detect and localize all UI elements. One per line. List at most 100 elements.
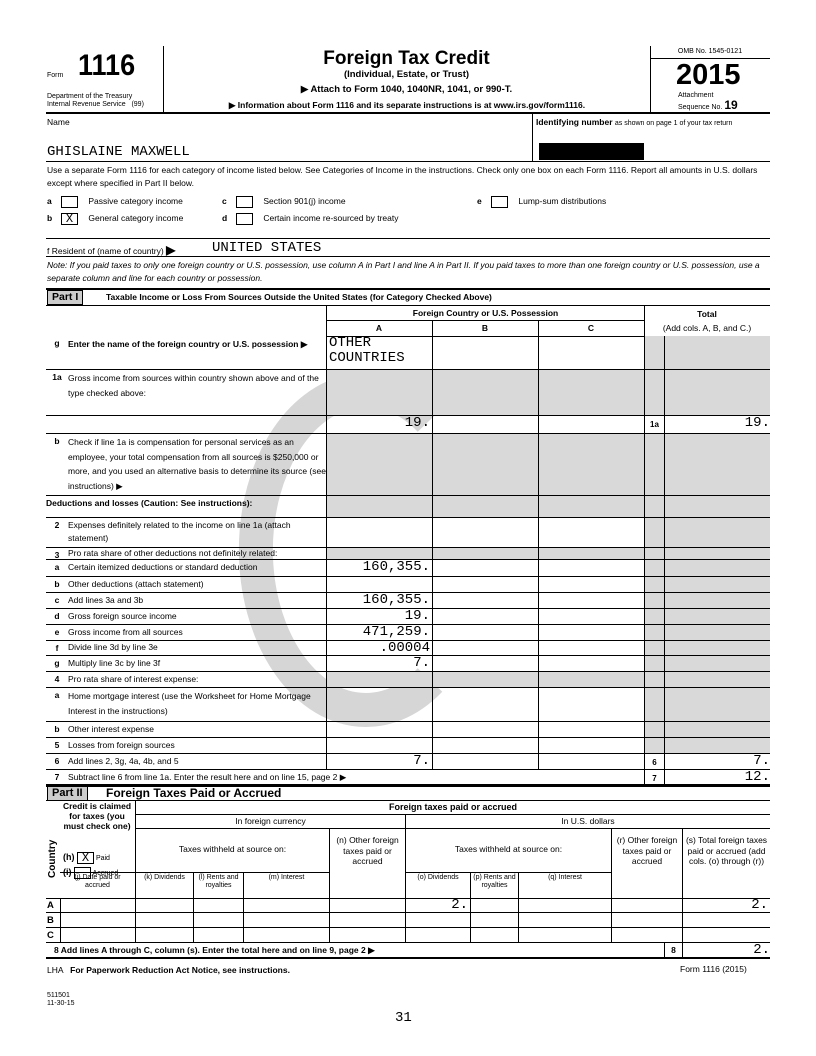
col-b-field[interactable]	[432, 688, 538, 721]
col-a-field[interactable]	[326, 738, 432, 753]
part2-field[interactable]	[243, 913, 329, 928]
col-b-field[interactable]	[432, 672, 538, 687]
col-b-field[interactable]	[432, 434, 538, 495]
part2-field[interactable]: 2.	[682, 898, 770, 913]
part2-field[interactable]	[243, 928, 329, 943]
total-field[interactable]: 19.	[664, 416, 770, 433]
col-c-field[interactable]	[538, 496, 644, 517]
part2-field[interactable]	[405, 928, 470, 943]
col-a-field[interactable]: 19.	[326, 609, 432, 624]
part2-field[interactable]	[682, 928, 770, 943]
col-a-field[interactable]	[326, 577, 432, 592]
part2-field[interactable]	[611, 928, 682, 943]
part2-field[interactable]	[470, 928, 518, 943]
resident-country-field[interactable]: UNITED STATES	[212, 240, 322, 256]
col-b-field[interactable]	[432, 577, 538, 592]
col-a-field[interactable]	[326, 518, 432, 547]
category-checkbox[interactable]	[491, 195, 508, 208]
part2-field[interactable]	[135, 928, 193, 943]
part2-field[interactable]	[135, 913, 193, 928]
col-c-field[interactable]	[538, 738, 644, 753]
col-b-field[interactable]	[432, 560, 538, 576]
col-c-field[interactable]	[538, 625, 644, 640]
col-c-field[interactable]	[538, 641, 644, 655]
part2-field[interactable]	[60, 928, 135, 943]
col-a-field[interactable]: 160,355.	[326, 560, 432, 576]
col-c-field[interactable]	[538, 672, 644, 687]
part2-field[interactable]	[329, 913, 405, 928]
part2-field[interactable]: 2.	[405, 898, 470, 913]
col-a-field[interactable]	[326, 548, 432, 559]
part2-field[interactable]	[518, 913, 611, 928]
part2-field[interactable]	[193, 928, 243, 943]
part2-field[interactable]	[518, 898, 611, 913]
part2-field[interactable]	[60, 913, 135, 928]
col-c-field[interactable]	[538, 754, 644, 769]
category-checkbox[interactable]	[236, 212, 253, 225]
col-a-field[interactable]: 7.	[326, 754, 432, 769]
col-b-field[interactable]	[432, 496, 538, 517]
col-c-field[interactable]	[538, 434, 644, 495]
col-b-field[interactable]	[432, 548, 538, 559]
col-c-field[interactable]	[538, 370, 644, 415]
col-b-field[interactable]	[432, 722, 538, 737]
part2-field[interactable]	[193, 913, 243, 928]
col-c-field[interactable]	[538, 609, 644, 624]
col-a-field[interactable]: 471,259.	[326, 625, 432, 640]
col-b-field[interactable]	[432, 625, 538, 640]
category-checkbox[interactable]	[236, 195, 253, 208]
col-c-field[interactable]	[538, 336, 644, 369]
col-c-field[interactable]	[538, 593, 644, 608]
part2-field[interactable]	[405, 913, 470, 928]
col-c-field[interactable]	[538, 577, 644, 592]
col-a-field[interactable]: OTHER COUNTRIES	[326, 336, 432, 369]
col-a-field[interactable]	[326, 672, 432, 687]
col-a-field[interactable]: .00004	[326, 641, 432, 656]
col-b-field[interactable]	[432, 609, 538, 624]
col-a-field[interactable]: 19.	[326, 416, 432, 433]
col-c-field[interactable]	[538, 722, 644, 737]
part2-field[interactable]	[329, 898, 405, 913]
part2-field[interactable]	[135, 898, 193, 913]
part2-field[interactable]	[611, 913, 682, 928]
col-c-field[interactable]	[538, 656, 644, 671]
col-b-field[interactable]	[432, 656, 538, 671]
col-c-field[interactable]	[538, 548, 644, 559]
part2-field[interactable]	[470, 898, 518, 913]
col-c-field[interactable]	[538, 560, 644, 576]
col-c-field[interactable]	[538, 518, 644, 547]
col-c-field[interactable]	[538, 688, 644, 721]
accrued-checkbox[interactable]	[74, 867, 91, 880]
part2-field[interactable]	[193, 898, 243, 913]
col-a-field[interactable]: 160,355.	[326, 593, 432, 608]
category-checkbox[interactable]	[61, 195, 78, 208]
part2-field[interactable]	[470, 913, 518, 928]
category-checkbox[interactable]: X	[61, 212, 78, 225]
col-a-field[interactable]: 7.	[326, 656, 432, 671]
part2-field[interactable]	[518, 928, 611, 943]
col-a-field[interactable]	[326, 688, 432, 721]
col-b-field[interactable]	[432, 738, 538, 753]
col-b-field[interactable]	[432, 370, 538, 415]
part2-field[interactable]	[60, 898, 135, 913]
col-b-field[interactable]	[432, 518, 538, 547]
col-b-field[interactable]	[432, 336, 538, 369]
line-8-total[interactable]: 2.	[682, 943, 770, 957]
part2-field[interactable]	[682, 913, 770, 928]
col-b-field[interactable]	[432, 754, 538, 769]
total-field[interactable]: 7.	[664, 754, 770, 769]
part2-field[interactable]	[243, 898, 329, 913]
col-a-field[interactable]	[326, 722, 432, 737]
paid-checkbox[interactable]: X	[77, 852, 94, 865]
col-b-field[interactable]	[432, 416, 538, 433]
name-field[interactable]: GHISLAINE MAXWELL	[47, 144, 190, 160]
col-b-field[interactable]	[432, 593, 538, 608]
col-b-field[interactable]	[432, 641, 538, 655]
part2-field[interactable]	[611, 898, 682, 913]
line-7-total[interactable]: 12.	[664, 770, 770, 785]
part2-field[interactable]	[329, 928, 405, 943]
col-a-field[interactable]	[326, 496, 432, 517]
col-c-field[interactable]	[538, 416, 644, 433]
col-a-field[interactable]	[326, 434, 432, 495]
col-a-field[interactable]	[326, 370, 432, 415]
